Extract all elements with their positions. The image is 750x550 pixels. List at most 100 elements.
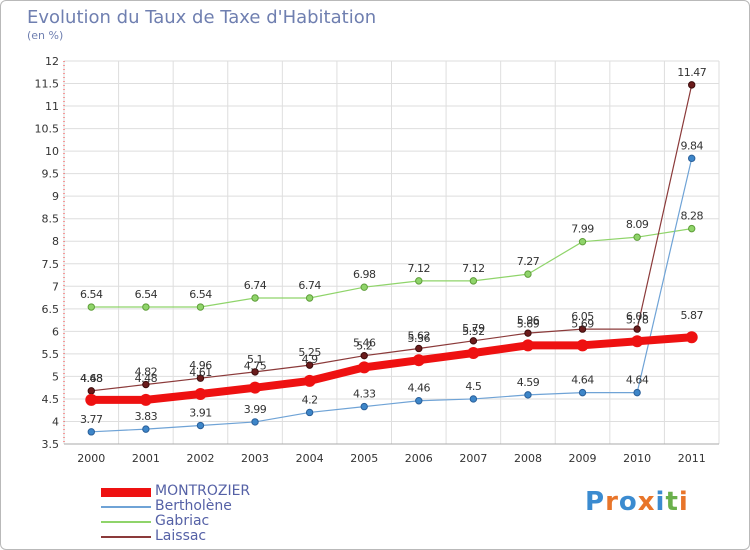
y-tick-label: 6.5 — [42, 303, 60, 316]
data-label-montrozier: 5.52 — [462, 325, 485, 338]
legend-swatch-montrozier — [101, 488, 151, 497]
y-tick-label: 11.5 — [35, 78, 60, 91]
data-label-montrozier: 5.78 — [626, 313, 649, 326]
data-point-gabriac — [251, 294, 259, 302]
y-tick-label: 11 — [45, 100, 59, 113]
x-tick-label: 2011 — [678, 452, 706, 465]
data-label-montrozier: 4.61 — [189, 366, 212, 379]
data-label-gabriac: 6.74 — [244, 279, 267, 292]
series-line-bertholene — [90, 157, 693, 433]
y-tick-label: 8.5 — [42, 213, 60, 226]
data-label-montrozier: 5.69 — [571, 317, 594, 330]
x-tick-label: 2010 — [623, 452, 651, 465]
data-point-laissac — [196, 374, 205, 382]
series-line-gabriac — [90, 228, 693, 308]
data-label-montrozier: 4.48 — [135, 372, 158, 385]
chart-subtitle: (en %) — [27, 29, 64, 42]
data-label-montrozier: 4.9 — [302, 353, 318, 366]
data-point-gabriac — [87, 303, 95, 311]
data-label-laissac: 5.1 — [247, 353, 263, 366]
data-point-gabriac — [196, 303, 205, 311]
y-tick-label: 5 — [52, 370, 59, 383]
data-label-laissac: 4.82 — [135, 366, 158, 379]
y-tick-label: 7 — [52, 280, 59, 293]
data-label-bertholene: 3.77 — [80, 413, 103, 426]
data-point-montrozier — [631, 335, 644, 348]
x-tick-label: 2004 — [296, 452, 324, 465]
y-tick-label: 12 — [45, 55, 59, 68]
y-tick-label: 9 — [52, 190, 59, 203]
data-point-montrozier — [412, 354, 425, 367]
data-label-laissac: 5.79 — [462, 322, 485, 335]
y-tick-label: 9.5 — [42, 168, 60, 181]
x-tick-label: 2002 — [186, 452, 214, 465]
data-point-laissac — [524, 329, 532, 337]
data-point-laissac — [633, 325, 641, 333]
data-label-bertholene: 4.5 — [465, 380, 481, 393]
data-point-montrozier — [194, 387, 207, 400]
legend-label-montrozier: MONTROZIER — [155, 483, 251, 499]
data-label-gabriac: 6.54 — [189, 288, 212, 301]
legend-label-laissac: Laissac — [155, 528, 207, 544]
data-label-gabriac: 6.54 — [135, 288, 158, 301]
data-label-montrozier: 4.75 — [244, 360, 267, 373]
data-label-laissac: 5.96 — [517, 314, 540, 327]
data-point-bertholene — [305, 408, 314, 417]
data-point-gabriac — [360, 283, 368, 291]
data-label-gabriac: 6.54 — [80, 288, 103, 301]
data-point-laissac — [469, 337, 478, 345]
data-point-laissac — [360, 351, 368, 360]
data-label-laissac: 6.05 — [626, 310, 649, 323]
y-tick-label: 6 — [52, 325, 59, 338]
data-point-bertholene — [633, 388, 641, 397]
data-label-bertholene: 9.84 — [680, 139, 703, 152]
data-label-laissac: 5.62 — [408, 329, 431, 342]
data-label-laissac: 4.68 — [80, 372, 103, 385]
y-tick-label: 10.5 — [35, 123, 60, 136]
data-point-laissac — [142, 380, 150, 389]
data-label-laissac: 11.47 — [677, 66, 706, 79]
data-label-bertholene: 4.64 — [571, 374, 594, 387]
y-tick-label: 5.5 — [42, 348, 60, 361]
data-label-gabriac: 8.09 — [626, 218, 649, 231]
legend-label-gabriac: Gabriac — [155, 513, 210, 529]
data-label-bertholene: 3.99 — [244, 403, 267, 416]
data-point-bertholene — [469, 395, 478, 403]
data-point-bertholene — [87, 428, 95, 436]
data-point-gabriac — [415, 277, 423, 285]
data-point-gabriac — [469, 277, 478, 285]
legend-swatch-bertholene — [101, 506, 151, 508]
legend-swatch-laissac — [101, 536, 151, 538]
x-tick-label: 2000 — [77, 452, 105, 465]
data-point-laissac — [305, 361, 314, 369]
data-label-montrozier: 5.2 — [356, 339, 372, 352]
x-tick-label: 2007 — [459, 452, 487, 465]
data-point-montrozier — [358, 361, 371, 374]
data-label-bertholene: 4.33 — [353, 388, 376, 401]
data-point-gabriac — [142, 303, 150, 311]
x-tick-label: 2003 — [241, 452, 269, 465]
data-point-laissac — [251, 368, 259, 376]
data-label-gabriac: 7.99 — [571, 223, 594, 236]
x-tick-label: 2001 — [132, 452, 160, 465]
data-label-montrozier: 5.36 — [408, 332, 431, 345]
data-point-bertholene — [524, 391, 532, 399]
y-tick-label: 7.5 — [42, 258, 60, 271]
x-tick-label: 2009 — [569, 452, 597, 465]
data-label-gabriac: 6.74 — [298, 279, 321, 292]
data-point-montrozier — [685, 331, 698, 344]
data-point-bertholene — [196, 421, 205, 430]
data-point-bertholene — [415, 397, 423, 405]
data-point-laissac — [87, 387, 95, 395]
data-point-gabriac — [578, 237, 587, 246]
x-tick-label: 2005 — [350, 452, 378, 465]
proxiti-logo: Proxiti — [585, 487, 689, 517]
data-point-bertholene — [142, 425, 150, 433]
data-point-laissac — [688, 81, 696, 89]
data-label-bertholene: 4.64 — [626, 374, 649, 387]
data-point-laissac — [415, 344, 423, 353]
y-tick-label: 3.5 — [42, 438, 60, 451]
data-label-laissac: 5.25 — [298, 346, 321, 359]
data-point-montrozier — [467, 346, 480, 359]
